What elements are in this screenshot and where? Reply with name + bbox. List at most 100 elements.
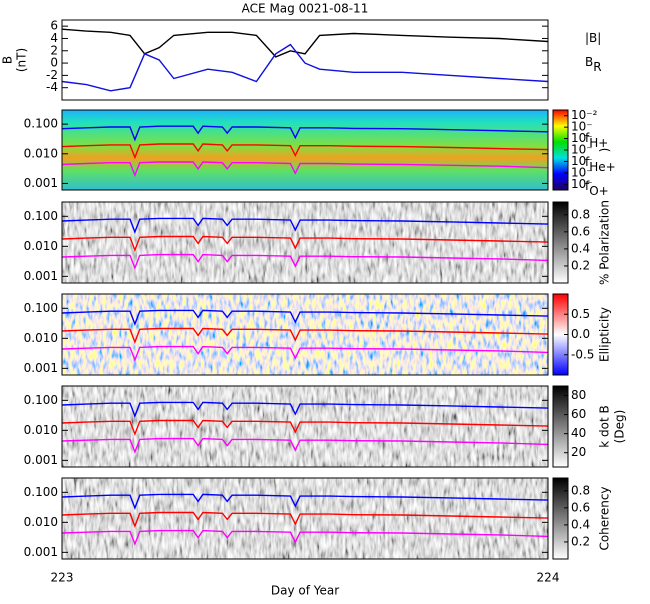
series-line [61,125,549,142]
legend-name: f [585,179,590,193]
series-line [61,345,549,362]
series-line [61,493,549,510]
series-line [61,327,549,345]
y-tick-label: 0.100 [24,393,58,407]
colorbar [552,201,569,284]
y-tick-label: 0.010 [24,423,58,437]
y-tick-label: 0.001 [24,361,58,375]
plot-frame [61,109,549,191]
y-tick-label: 0.010 [24,331,58,345]
colorbar-tick-label: 0.2 [571,258,590,272]
colorbar-tick-label: 20 [571,445,586,459]
series-line [61,235,549,253]
series-line [61,43,549,92]
legend-name: f [585,131,590,145]
colorbar [552,385,569,468]
spectrogram [62,294,548,375]
y-tick-label: 0.001 [24,269,58,283]
legend-entry: fHe+ [585,155,616,174]
x-tick-label: 224 [537,571,560,585]
legend-entry: BR [585,55,602,74]
colorbar-tick-label: 60 [571,407,586,421]
legend-entry: fH+ [585,131,608,150]
colorbar [552,477,569,560]
colorbar-tick-label: 40 [571,426,586,440]
y-tick-label: 0 [50,56,58,70]
y-axis-unit: (nT) [15,48,29,72]
legend-subscript: O+ [589,184,609,198]
colorbar-tick-label: 10⁻ [571,120,593,134]
spectrogram [62,478,548,559]
series-line [61,401,549,418]
legend-subscript: H+ [589,136,608,150]
colorbar-label: Ellipticity [598,307,612,362]
plot-frame [61,477,549,560]
colorbar-label: Coherency [598,486,612,550]
colorbar-label: % Polarization [598,200,612,285]
y-tick-label: 4 [50,31,58,45]
legend-name: |B| [585,31,601,45]
y-tick-label: -2 [46,68,58,82]
x-tick-label: 223 [51,571,74,585]
spectrogram [62,202,548,283]
legend-subscript: R [593,60,601,74]
colorbar-tick-label: 0.0 [571,327,590,341]
y-tick-label: 0.010 [24,515,58,529]
y-tick-label: 0.010 [24,239,58,253]
series-line [61,161,549,178]
y-tick-label: 0.001 [24,545,58,559]
y-axis-label: B [1,56,15,64]
colorbar-tick-label: 0.5 [571,307,590,321]
colorbar-tick-label: 10⁻ [571,131,593,145]
y-tick-label: 2 [50,43,58,57]
series-line [61,143,549,160]
y-tick-label: -4 [46,80,58,94]
plot-frame [61,293,549,376]
series-line [61,253,549,270]
y-tick-label: 0.010 [24,146,58,160]
plot-frame [61,385,549,468]
colorbar-tick-label: 0.8 [571,483,590,497]
colorbar-tick-label: 10⁻² [571,108,598,122]
legend-name: f [585,155,590,169]
series-line [61,529,549,546]
colorbar-tick-label: 10⁻ [571,154,593,168]
colorbar-tick-label: 0.2 [571,534,590,548]
chart-title: ACE Mag 0021-08-11 [242,2,369,16]
colorbar-label: ) [598,148,612,153]
spectrogram [62,110,548,190]
series-line [61,511,549,529]
series-line [61,28,549,58]
y-tick-label: 6 [50,19,58,33]
colorbar-tick-label: 0.4 [571,241,590,255]
colorbar-tick-label: 0.6 [571,224,590,238]
spectrogram [62,386,548,467]
colorbar-tick-label: 10⁻ [571,177,593,191]
series-line [61,437,549,454]
y-tick-label: 0.100 [24,301,58,315]
legend-entry: |B| [585,31,601,45]
colorbar-tick-label: -0.5 [571,347,594,361]
colorbar-tick-label: 80 [571,388,586,402]
colorbar-unit: (Deg) [613,410,627,444]
colorbar-tick-label: 10⁻ [571,165,593,179]
y-tick-label: 0.001 [24,176,58,190]
x-axis-label: Day of Year [271,584,339,598]
series-line [61,217,549,234]
legend-name: B [585,55,593,69]
plot-frame [61,201,549,284]
colorbar-tick-label: 0.4 [571,517,590,531]
series-line [61,309,549,326]
colorbar-tick-label: 10⁻ [571,143,593,157]
legend-subscript: He+ [589,160,615,174]
colorbar-tick-label: 0.6 [571,500,590,514]
series-line [61,419,549,437]
y-tick-label: 0.001 [24,453,58,467]
y-tick-label: 0.100 [24,485,58,499]
y-tick-label: 0.100 [24,117,58,131]
y-tick-label: 0.100 [24,209,58,223]
colorbar-tick-label: 0.8 [571,207,590,221]
legend-entry: fO+ [585,179,609,198]
colorbar-label: k dot B [598,405,612,447]
